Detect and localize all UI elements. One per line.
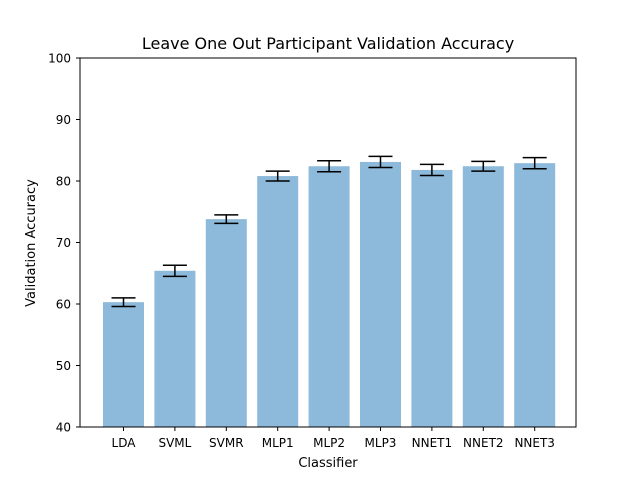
x-tick-label: NNET3 (514, 436, 555, 450)
y-tick-label: 50 (56, 359, 71, 373)
error-bar-nnet2 (471, 160, 496, 172)
bar-svmr (205, 219, 247, 427)
bar-mlp3 (360, 161, 401, 427)
y-tick-label: 80 (56, 175, 71, 189)
bar-nnet2 (462, 166, 504, 428)
y-tick-label: 70 (56, 236, 71, 250)
bar-nnet1 (411, 169, 453, 427)
x-tick-label: NNET2 (463, 436, 504, 450)
error-bars-group (111, 155, 547, 308)
error-bar-mlp3 (368, 155, 393, 169)
y-axis-label: Validation Accuracy (24, 179, 39, 307)
y-axis-ticks: 40 50 60 70 80 90 100 (48, 52, 80, 435)
x-tick-label: NNET1 (412, 436, 453, 450)
bar-nnet3 (514, 163, 556, 428)
error-bar-svmr (214, 214, 239, 225)
x-axis-ticks: LDA SVML SVMR MLP1 MLP2 MLP3 NNET1 NNET2 NNET3 (112, 427, 555, 450)
error-bar-mlp1 (265, 170, 290, 182)
x-tick-label: SVMR (209, 436, 244, 450)
bar-svml (154, 270, 196, 427)
bar-mlp2 (308, 166, 350, 428)
x-tick-label: MLP1 (262, 436, 294, 450)
x-axis-label: Classifier (298, 456, 358, 471)
x-tick-label: MLP3 (365, 436, 397, 450)
x-tick-label: LDA (112, 436, 137, 450)
chart-title: Leave One Out Participant Validation Acc… (142, 34, 514, 53)
error-bar-mlp2 (317, 159, 342, 173)
y-tick-label: 40 (56, 421, 71, 435)
error-bar-svml (162, 264, 187, 278)
y-tick-label: 100 (48, 52, 71, 66)
bar-lda (103, 302, 144, 427)
error-bar-lda (111, 297, 136, 308)
error-bar-nnet1 (419, 163, 444, 177)
y-tick-label: 90 (56, 113, 71, 127)
bar-mlp1 (257, 176, 299, 427)
y-tick-label: 60 (56, 298, 71, 312)
error-bar-nnet3 (522, 156, 547, 170)
bars-group (103, 161, 556, 428)
x-tick-label: SVML (158, 436, 191, 450)
x-tick-label: MLP2 (313, 436, 345, 450)
